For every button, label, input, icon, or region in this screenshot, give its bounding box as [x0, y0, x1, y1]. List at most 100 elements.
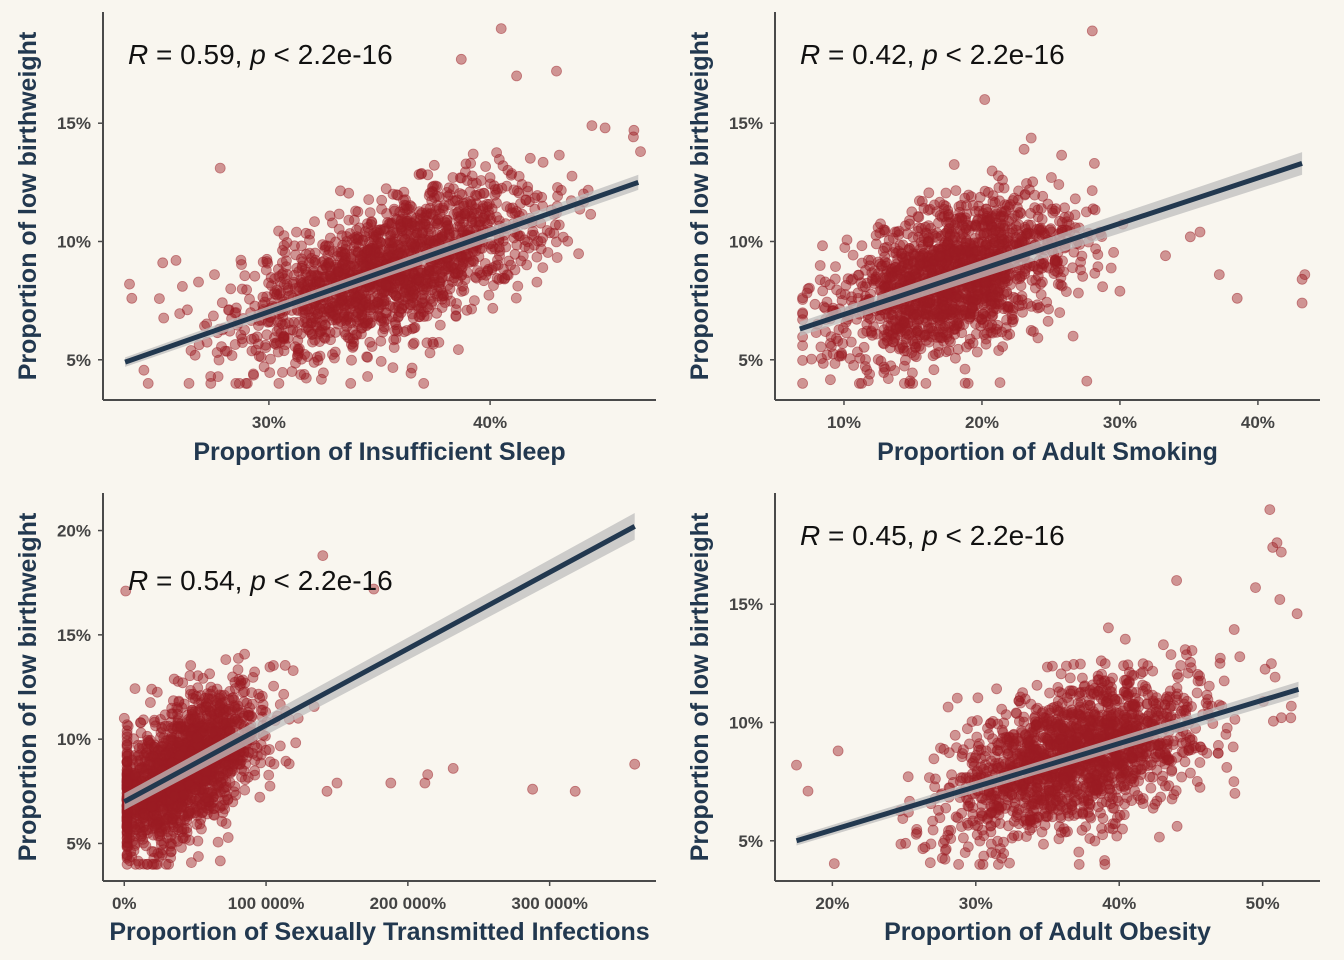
- data-point: [375, 237, 386, 249]
- data-point: [1042, 315, 1054, 327]
- data-point: [459, 208, 471, 220]
- scatter-panel-1: 5%10%15%30% 40%Proportion of Insufficient…: [14, 12, 656, 466]
- data-point: [1056, 149, 1067, 161]
- data-point: [866, 327, 877, 339]
- data-point: [183, 377, 195, 389]
- data-point: [493, 153, 505, 165]
- data-point: [290, 737, 302, 749]
- data-point: [893, 225, 905, 237]
- data-point: [425, 299, 437, 310]
- data-point: [304, 234, 315, 246]
- data-point: [863, 254, 874, 266]
- data-point: [487, 302, 499, 314]
- data-point: [1213, 269, 1225, 281]
- data-point: [418, 311, 430, 322]
- data-point: [994, 377, 1006, 389]
- data-point: [327, 349, 338, 360]
- data-point: [996, 236, 1008, 248]
- data-point: [814, 260, 826, 271]
- data-point: [553, 149, 565, 161]
- data-point: [306, 329, 318, 340]
- data-point: [289, 240, 300, 252]
- data-point: [333, 208, 345, 220]
- data-point: [934, 250, 945, 262]
- data-point: [922, 296, 933, 308]
- data-point: [396, 232, 408, 244]
- data-point: [1008, 302, 1019, 314]
- data-point: [209, 269, 220, 281]
- data-point: [904, 375, 916, 387]
- data-point: [1052, 266, 1063, 278]
- data-point: [962, 377, 974, 389]
- data-point: [501, 201, 513, 213]
- data-point: [948, 320, 960, 332]
- data-point: [220, 818, 232, 829]
- data-point: [511, 205, 522, 217]
- data-point: [878, 224, 890, 236]
- data-point: [239, 270, 251, 282]
- data-point: [495, 23, 507, 35]
- data-point: [458, 285, 470, 296]
- data-point: [931, 331, 943, 343]
- data-point: [952, 243, 964, 255]
- data-point: [354, 303, 366, 315]
- data-point: [505, 259, 517, 271]
- data-point: [255, 351, 267, 363]
- data-point: [232, 664, 244, 675]
- data-point: [234, 680, 246, 691]
- data-point: [205, 377, 217, 389]
- data-point: [1081, 375, 1093, 387]
- data-point: [1007, 238, 1019, 250]
- data-point: [974, 191, 986, 203]
- data-point: [817, 285, 829, 297]
- data-point: [1052, 278, 1064, 290]
- data-point: [887, 336, 899, 348]
- data-point: [308, 267, 320, 279]
- data-point: [187, 692, 199, 704]
- data-point: [462, 224, 474, 236]
- data-point: [326, 217, 338, 229]
- data-point: [1092, 249, 1104, 260]
- y-tick-label: 15%: [57, 114, 91, 133]
- data-point: [433, 281, 445, 293]
- data-point: [965, 311, 976, 323]
- data-point: [971, 328, 982, 340]
- data-point: [273, 377, 285, 389]
- data-point: [852, 287, 864, 299]
- data-point: [380, 279, 392, 291]
- data-point: [396, 303, 408, 315]
- data-point: [362, 371, 374, 382]
- data-point: [444, 283, 456, 295]
- data-point: [343, 187, 355, 199]
- data-point: [940, 187, 952, 199]
- y-tick-label: 10%: [729, 232, 763, 251]
- data-point: [278, 331, 290, 343]
- data-point: [1034, 223, 1045, 235]
- data-point: [428, 159, 440, 171]
- data-point: [599, 122, 611, 134]
- data-point: [797, 377, 808, 389]
- data-point: [479, 215, 491, 226]
- data-point: [501, 180, 513, 192]
- data-point: [258, 361, 270, 373]
- data-point: [918, 202, 930, 214]
- data-point: [159, 720, 171, 732]
- data-point: [214, 162, 226, 174]
- data-point: [1075, 256, 1086, 268]
- data-point: [1089, 157, 1100, 169]
- data-point: [979, 94, 991, 105]
- data-point: [244, 293, 255, 305]
- data-point: [535, 236, 547, 247]
- data-point: [573, 248, 584, 260]
- data-point: [125, 846, 137, 858]
- data-point: [454, 172, 466, 184]
- points-group: [797, 25, 1311, 389]
- data-point: [900, 333, 912, 344]
- data-point: [585, 208, 597, 220]
- data-point: [966, 302, 978, 314]
- data-point: [1089, 267, 1101, 279]
- data-point: [170, 254, 182, 266]
- data-point: [176, 823, 188, 834]
- data-point: [332, 303, 344, 315]
